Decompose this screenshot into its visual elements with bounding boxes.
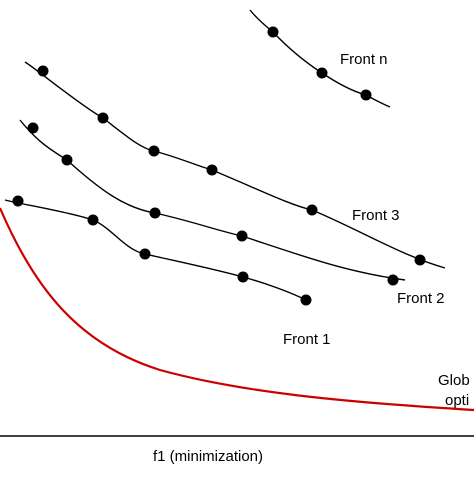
front-2-point bbox=[236, 230, 248, 242]
label-global-line1: Glob bbox=[438, 372, 470, 389]
label-front-3: Front 3 bbox=[352, 207, 400, 224]
front-1-point bbox=[237, 271, 249, 283]
front-3-point bbox=[97, 112, 109, 124]
front-3-point bbox=[148, 145, 160, 157]
front-1-point bbox=[300, 294, 312, 306]
front-2-point bbox=[27, 122, 39, 134]
front-n-point bbox=[360, 89, 372, 101]
front-1-point bbox=[12, 195, 24, 207]
front-1-point bbox=[139, 248, 151, 260]
front-3-point bbox=[206, 164, 218, 176]
front-2-line bbox=[19, 119, 406, 281]
front-n-point bbox=[316, 67, 328, 79]
global-optimal-curve bbox=[0, 207, 474, 412]
front-3-line bbox=[24, 61, 446, 269]
x-axis-label: f1 (minimization) bbox=[153, 448, 263, 465]
front-1-point bbox=[87, 214, 99, 226]
front-2-point bbox=[387, 274, 399, 286]
front-n-point bbox=[267, 26, 279, 38]
front-3-point bbox=[306, 204, 318, 216]
label-front-2: Front 2 bbox=[397, 290, 445, 307]
front-3-point bbox=[414, 254, 426, 266]
label-front-n: Front n bbox=[340, 51, 388, 68]
label-global-line2: opti bbox=[445, 392, 469, 409]
front-3-point bbox=[37, 65, 49, 77]
front-2-point bbox=[149, 207, 161, 219]
label-front-1: Front 1 bbox=[283, 331, 331, 348]
front-2-point bbox=[61, 154, 73, 166]
